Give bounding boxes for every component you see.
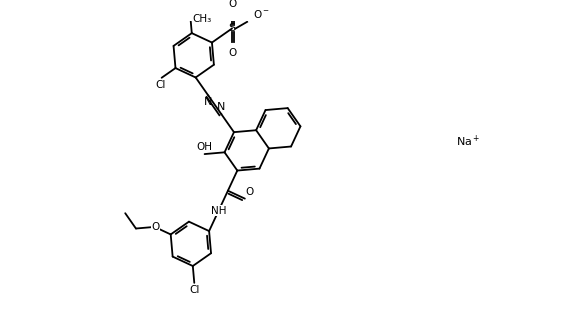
Text: O: O [151,222,160,232]
Text: O: O [246,187,254,197]
Text: N: N [204,97,213,107]
Text: Cl: Cl [155,80,166,90]
Text: Cl: Cl [189,285,199,295]
Text: OH: OH [197,142,213,152]
Text: N: N [217,102,225,112]
Text: O: O [228,0,236,9]
Text: S: S [228,23,236,33]
Text: Na$^+$: Na$^+$ [456,134,480,149]
Text: O: O [228,48,236,58]
Text: O$^-$: O$^-$ [253,7,270,20]
Text: NH: NH [211,206,226,216]
Text: CH₃: CH₃ [192,13,212,23]
